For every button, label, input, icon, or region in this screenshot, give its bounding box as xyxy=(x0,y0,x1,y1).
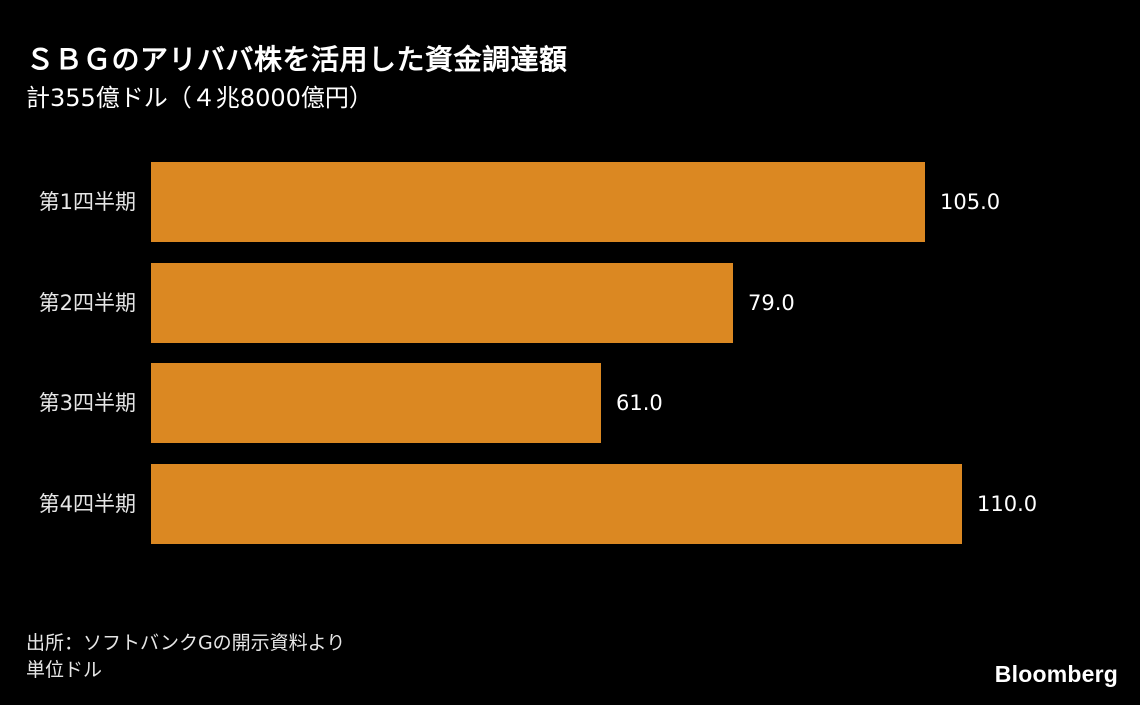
bar-row: 第2四半期 79.0 xyxy=(0,263,1140,343)
bar-q2 xyxy=(151,263,733,343)
unit-note: 単位ドル xyxy=(26,659,103,681)
value-label: 105.0 xyxy=(940,190,1001,214)
bar-q4 xyxy=(151,464,962,544)
bar-q3 xyxy=(151,363,601,443)
source-note: 出所：ソフトバンクGの開示資料より xyxy=(26,632,346,654)
value-label: 110.0 xyxy=(977,492,1038,516)
category-label: 第2四半期 xyxy=(38,291,136,315)
bar-q1 xyxy=(151,162,925,242)
category-label: 第4四半期 xyxy=(38,492,136,516)
bar-row: 第1四半期 105.0 xyxy=(0,162,1140,242)
chart-subtitle: 計355億ドル（４兆8000億円） xyxy=(26,84,373,112)
category-label: 第3四半期 xyxy=(38,391,136,415)
bar-row: 第3四半期 61.0 xyxy=(0,363,1140,443)
bar-row: 第4四半期 110.0 xyxy=(0,464,1140,544)
bloomberg-logo: Bloomberg xyxy=(994,661,1118,687)
value-label: 79.0 xyxy=(748,291,795,315)
category-label: 第1四半期 xyxy=(38,190,136,214)
value-label: 61.0 xyxy=(616,391,663,415)
chart-footer: 出所：ソフトバンクGの開示資料より 単位ドル xyxy=(26,630,345,684)
chart-title: ＳＢＧのアリババ株を活用した資金調達額 xyxy=(26,43,568,76)
